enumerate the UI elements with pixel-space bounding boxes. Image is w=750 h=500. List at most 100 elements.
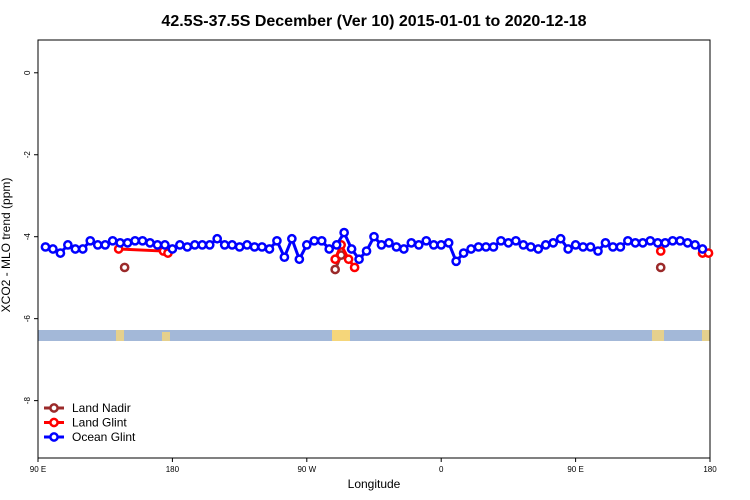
point [451, 256, 461, 267]
point [249, 242, 260, 252]
point [667, 235, 678, 246]
point [655, 246, 666, 256]
y-axis-label: XCO2 - MLO trend (ppm) [0, 178, 13, 313]
point [294, 254, 305, 265]
point [204, 240, 215, 250]
x-tick-label: 180 [166, 465, 180, 474]
point [637, 238, 648, 248]
point [466, 244, 476, 254]
point [316, 235, 327, 246]
point [443, 238, 454, 248]
point [242, 240, 252, 250]
point [682, 238, 693, 248]
point [623, 235, 633, 246]
point [70, 244, 81, 254]
point [690, 240, 700, 250]
point [660, 238, 671, 248]
point [145, 238, 155, 248]
point [436, 240, 447, 250]
point [55, 248, 66, 258]
point [421, 235, 432, 246]
y-tick-label: 0 [23, 70, 32, 75]
legend-marker [49, 403, 59, 413]
point [175, 240, 185, 250]
point [369, 231, 379, 242]
chart-title: 42.5S-37.5S December (Ver 10) 2015-01-01… [161, 13, 586, 30]
point [40, 242, 51, 252]
point [272, 235, 282, 246]
point [331, 240, 342, 250]
y-tick-label: -6 [23, 315, 32, 323]
point [182, 242, 193, 252]
point [570, 240, 581, 250]
point [593, 246, 603, 256]
legend-marker [49, 417, 59, 428]
point [130, 235, 140, 246]
point [92, 240, 103, 250]
point [343, 254, 354, 265]
point [219, 240, 230, 250]
point [533, 244, 544, 254]
point [384, 238, 394, 248]
point [645, 235, 656, 246]
x-tick-label: 90 E [30, 465, 46, 474]
y-tick-label: -4 [23, 233, 32, 241]
x-tick-label: 0 [439, 465, 444, 474]
point [301, 240, 312, 250]
point [264, 244, 275, 254]
point [137, 235, 148, 246]
point [518, 240, 529, 250]
point [100, 240, 111, 250]
point [107, 235, 118, 246]
point [227, 240, 237, 250]
legend-marker [49, 432, 59, 442]
point [234, 242, 245, 252]
point [697, 244, 708, 254]
point [563, 244, 573, 254]
point [503, 238, 514, 248]
point [48, 244, 58, 254]
point [473, 242, 484, 252]
point [458, 248, 469, 258]
point [77, 244, 88, 254]
point [391, 242, 402, 252]
point [330, 264, 341, 275]
y-tick-label: -2 [23, 151, 32, 159]
legend-label: Land Nadir [72, 401, 131, 415]
point [85, 235, 96, 246]
legend-label: Land Glint [72, 416, 127, 430]
point [354, 254, 364, 265]
point [578, 242, 588, 252]
point [428, 240, 439, 250]
point [167, 244, 178, 254]
x-tick-label: 180 [703, 465, 717, 474]
point [630, 238, 641, 248]
point [540, 240, 551, 250]
point [496, 235, 506, 246]
point [555, 233, 566, 244]
point [122, 238, 133, 248]
point [413, 240, 424, 250]
point [115, 238, 125, 248]
point [279, 252, 290, 263]
point [63, 240, 73, 250]
point [608, 242, 618, 252]
point [600, 238, 611, 248]
point [197, 240, 208, 250]
x-axis-label: Longitude [348, 477, 401, 491]
land-strip [38, 330, 710, 341]
point [346, 244, 357, 254]
point [160, 240, 170, 250]
point [189, 240, 200, 250]
series-line [333, 241, 356, 269]
point [399, 244, 409, 254]
point [511, 235, 521, 246]
point [406, 238, 417, 248]
point [257, 242, 267, 252]
point [675, 235, 685, 246]
point [585, 242, 596, 252]
x-tick-label: 90 W [297, 465, 316, 474]
legend-label: Ocean Glint [72, 430, 136, 444]
point [548, 238, 559, 248]
